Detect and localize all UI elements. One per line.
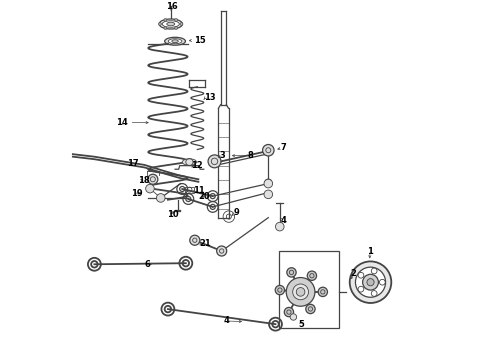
Circle shape [293, 284, 309, 300]
Circle shape [148, 174, 158, 184]
Circle shape [164, 18, 167, 21]
Text: 2: 2 [351, 269, 357, 278]
Ellipse shape [168, 39, 182, 44]
Text: 7: 7 [281, 143, 287, 152]
Text: 11: 11 [193, 186, 205, 195]
Circle shape [263, 144, 274, 156]
Text: 14: 14 [116, 118, 127, 127]
Circle shape [208, 155, 221, 168]
Text: 10: 10 [167, 210, 178, 219]
Circle shape [159, 23, 161, 26]
Circle shape [287, 268, 296, 277]
Ellipse shape [167, 22, 175, 26]
Circle shape [264, 190, 272, 199]
Circle shape [358, 273, 364, 278]
Bar [185, 187, 194, 193]
Text: 5: 5 [298, 320, 304, 329]
Ellipse shape [182, 159, 196, 165]
Circle shape [290, 314, 296, 320]
Circle shape [363, 274, 378, 290]
Text: 15: 15 [194, 36, 206, 45]
Circle shape [367, 279, 374, 286]
Text: 1: 1 [367, 247, 373, 256]
Circle shape [350, 261, 392, 303]
Text: 17: 17 [127, 159, 139, 168]
Text: 4: 4 [223, 316, 229, 325]
Text: 12: 12 [191, 161, 203, 170]
Bar [279, 251, 339, 328]
Circle shape [264, 179, 272, 188]
Circle shape [275, 222, 284, 231]
Circle shape [284, 307, 294, 317]
Text: 13: 13 [204, 93, 216, 102]
Circle shape [156, 194, 165, 202]
Circle shape [379, 279, 385, 285]
Circle shape [146, 184, 154, 193]
Ellipse shape [159, 19, 182, 29]
Ellipse shape [165, 37, 186, 45]
Circle shape [296, 288, 305, 296]
Circle shape [355, 267, 386, 297]
Text: 4: 4 [281, 216, 287, 225]
Circle shape [275, 285, 285, 295]
Text: 6: 6 [145, 260, 150, 269]
Text: 18: 18 [139, 176, 150, 185]
Text: 21: 21 [199, 239, 211, 248]
Text: 8: 8 [248, 151, 254, 160]
Text: 19: 19 [131, 189, 143, 198]
Circle shape [307, 271, 317, 280]
Text: 9: 9 [234, 208, 239, 217]
Circle shape [180, 23, 183, 26]
Circle shape [286, 278, 315, 306]
Circle shape [164, 27, 167, 30]
Circle shape [358, 286, 364, 292]
Text: 16: 16 [166, 2, 177, 11]
Circle shape [306, 304, 315, 314]
Circle shape [190, 235, 200, 245]
Circle shape [371, 291, 377, 296]
Circle shape [175, 27, 177, 30]
Text: 3: 3 [220, 151, 226, 160]
Ellipse shape [162, 21, 179, 27]
Circle shape [371, 268, 377, 274]
Circle shape [217, 246, 227, 256]
Circle shape [318, 287, 327, 297]
Circle shape [265, 179, 272, 186]
Ellipse shape [172, 40, 178, 42]
Circle shape [175, 18, 177, 21]
Text: 20: 20 [198, 192, 210, 201]
